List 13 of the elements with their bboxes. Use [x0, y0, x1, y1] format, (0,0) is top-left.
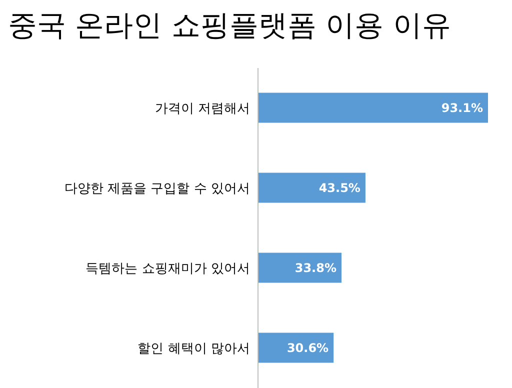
bar	[258, 172, 366, 203]
y-tick-label: 할인 혜택이 많아서	[138, 342, 250, 357]
y-tick-label: 가격이 저렴해서	[154, 102, 250, 117]
data-label: 93.1%	[441, 101, 483, 116]
bar	[258, 252, 342, 283]
chart-title: 중국 온라인 쇼핑플랫폼 이용 이유	[7, 7, 452, 44]
data-label: 33.8%	[294, 261, 336, 276]
data-label: 43.5%	[318, 181, 360, 196]
y-tick-label: 다양한 제품을 구입할 수 있어서	[64, 182, 250, 197]
bar	[258, 332, 334, 363]
bar	[258, 92, 488, 123]
y-tick-label: 득템하는 쇼핑재미가 있어서	[86, 262, 250, 277]
data-label: 30.6%	[286, 341, 329, 356]
